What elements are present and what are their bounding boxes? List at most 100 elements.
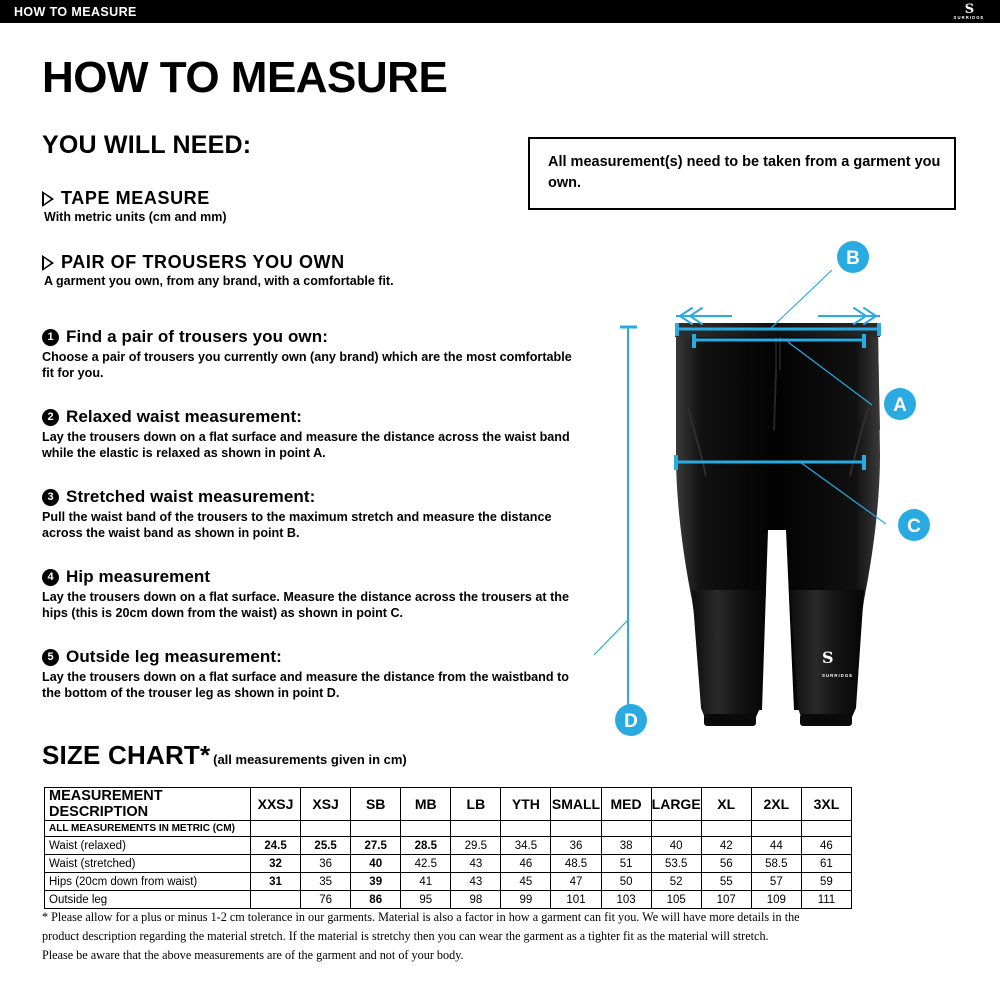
svg-text:B: B <box>846 248 860 269</box>
step-2: 2 Relaxed waist measurement: Lay the tro… <box>42 407 582 461</box>
cell: 44 <box>750 836 802 855</box>
table-row: Outside leg 76 86 95 98 99 101 103 105 1… <box>44 890 853 909</box>
trouser-measurement-diagram: S SURRIDGE <box>580 230 1000 740</box>
step-number-badge: 4 <box>42 568 59 586</box>
metric-cell <box>550 820 602 837</box>
top-header-bar: HOW TO MEASURE S SURRIDGE <box>0 0 1000 23</box>
cell: 98 <box>450 890 502 909</box>
cell: 101 <box>550 890 602 909</box>
cell: 107 <box>700 890 752 909</box>
metric-cell <box>350 820 402 837</box>
need-item-trousers: PAIR OF TROUSERS YOU OWN A garment you o… <box>42 252 394 288</box>
column-header-xsj: XSJ <box>300 787 352 821</box>
cell: 32 <box>249 854 302 873</box>
row-label: Hips (20cm down from waist) <box>44 872 251 891</box>
column-header-yth: YTH <box>500 787 552 821</box>
you-will-need-heading: YOU WILL NEED: <box>42 131 252 159</box>
cell: 51 <box>600 854 652 873</box>
metric-cell <box>450 820 502 837</box>
measurement-note-box: All measurement(s) need to be taken from… <box>528 137 956 210</box>
measurement-annotations <box>593 269 887 731</box>
cell: 27.5 <box>350 836 402 855</box>
need-item-sublabel: A garment you own, from any brand, with … <box>44 274 394 288</box>
column-header-xl: XL <box>700 787 752 821</box>
outside-leg-line-d <box>620 325 637 731</box>
column-header-large: LARGE <box>650 787 702 821</box>
stretched-waist-line-b <box>676 307 880 325</box>
step-number-badge: 2 <box>42 408 59 426</box>
cell: 103 <box>600 890 652 909</box>
measurement-note-text: All measurement(s) need to be taken from… <box>548 154 941 191</box>
metric-cell <box>750 820 802 837</box>
need-item-sublabel: With metric units (cm and mm) <box>44 210 227 224</box>
table-row: Waist (relaxed) 24.5 25.5 27.5 28.5 29.5… <box>44 836 853 855</box>
cell: 111 <box>800 890 853 909</box>
cell: 40 <box>350 854 402 873</box>
metric-cell <box>249 820 302 837</box>
cell: 24.5 <box>249 836 302 855</box>
column-header-description: MEASUREMENT DESCRIPTION <box>44 787 251 821</box>
cell <box>249 890 302 909</box>
cell: 56 <box>700 854 752 873</box>
callout-c: C <box>898 509 930 541</box>
need-item-label: PAIR OF TROUSERS YOU OWN <box>61 252 345 272</box>
top-header-title: HOW TO MEASURE <box>14 5 137 19</box>
column-header-med: MED <box>600 787 652 821</box>
table-row: Hips (20cm down from waist) 31 35 39 41 … <box>44 872 853 891</box>
cell: 46 <box>800 836 853 855</box>
need-item-label: TAPE MEASURE <box>61 188 210 208</box>
step-title: Find a pair of trousers you own: <box>66 327 328 346</box>
logo-mark: S <box>964 1 974 17</box>
step-title: Hip measurement <box>66 567 211 586</box>
svg-text:D: D <box>624 711 638 732</box>
svg-text:S: S <box>822 648 833 667</box>
size-chart-asterisk: * <box>200 740 211 770</box>
callout-bubbles: B A C D <box>615 241 930 736</box>
svg-text:SURRIDGE: SURRIDGE <box>822 673 853 678</box>
table-row: Waist (stretched) 32 36 40 42.5 43 46 48… <box>44 854 853 873</box>
cell: 43 <box>450 872 502 891</box>
cell: 41 <box>400 872 452 891</box>
step-5: 5 Outside leg measurement: Lay the trous… <box>42 647 582 701</box>
callout-a: A <box>884 388 916 420</box>
leader-line-b <box>769 269 833 330</box>
hips-bar-c <box>674 455 866 470</box>
metric-cell <box>700 820 752 837</box>
cell: 39 <box>350 872 402 891</box>
cell: 35 <box>300 872 352 891</box>
step-title: Outside leg measurement: <box>66 647 282 666</box>
stretched-waist-bar-b <box>675 323 881 336</box>
cell: 105 <box>650 890 702 909</box>
cell: 55 <box>700 872 752 891</box>
surridge-logo: S SURRIDGE <box>946 1 992 23</box>
cell: 42.5 <box>400 854 452 873</box>
cell: 58.5 <box>750 854 802 873</box>
step-title: Relaxed waist measurement: <box>66 407 302 426</box>
cell: 95 <box>400 890 452 909</box>
size-chart-heading: SIZE CHART * (all measurements given in … <box>42 740 407 771</box>
cell: 76 <box>300 890 352 909</box>
metric-cell <box>800 820 853 837</box>
size-chart-table: MEASUREMENT DESCRIPTION XXSJ XSJ SB MB L… <box>44 787 853 909</box>
relaxed-waist-bar-a <box>692 334 866 348</box>
triangle-bullet-icon <box>42 190 54 207</box>
cell: 86 <box>350 890 402 909</box>
step-body: Lay the trousers down on a flat surface … <box>42 430 570 460</box>
metric-cell <box>400 820 452 837</box>
step-body: Pull the waist band of the trousers to t… <box>42 510 552 540</box>
svg-text:C: C <box>907 516 921 537</box>
cell: 36 <box>550 836 602 855</box>
need-item-tape-measure: TAPE MEASURE With metric units (cm and m… <box>42 188 227 224</box>
garment-logo: S SURRIDGE <box>822 648 853 678</box>
page-title: HOW TO MEASURE <box>42 53 448 102</box>
cell: 36 <box>300 854 352 873</box>
cell: 43 <box>450 854 502 873</box>
step-body: Choose a pair of trousers you currently … <box>42 350 572 380</box>
cell: 45 <box>500 872 552 891</box>
table-header-row: MEASUREMENT DESCRIPTION XXSJ XSJ SB MB L… <box>44 787 853 821</box>
metric-cell <box>650 820 702 837</box>
row-label: Waist (stretched) <box>44 854 251 873</box>
cell: 52 <box>650 872 702 891</box>
table-row-metric-note: ALL MEASUREMENTS IN METRIC (CM) <box>44 820 853 837</box>
svg-text:A: A <box>893 395 907 416</box>
